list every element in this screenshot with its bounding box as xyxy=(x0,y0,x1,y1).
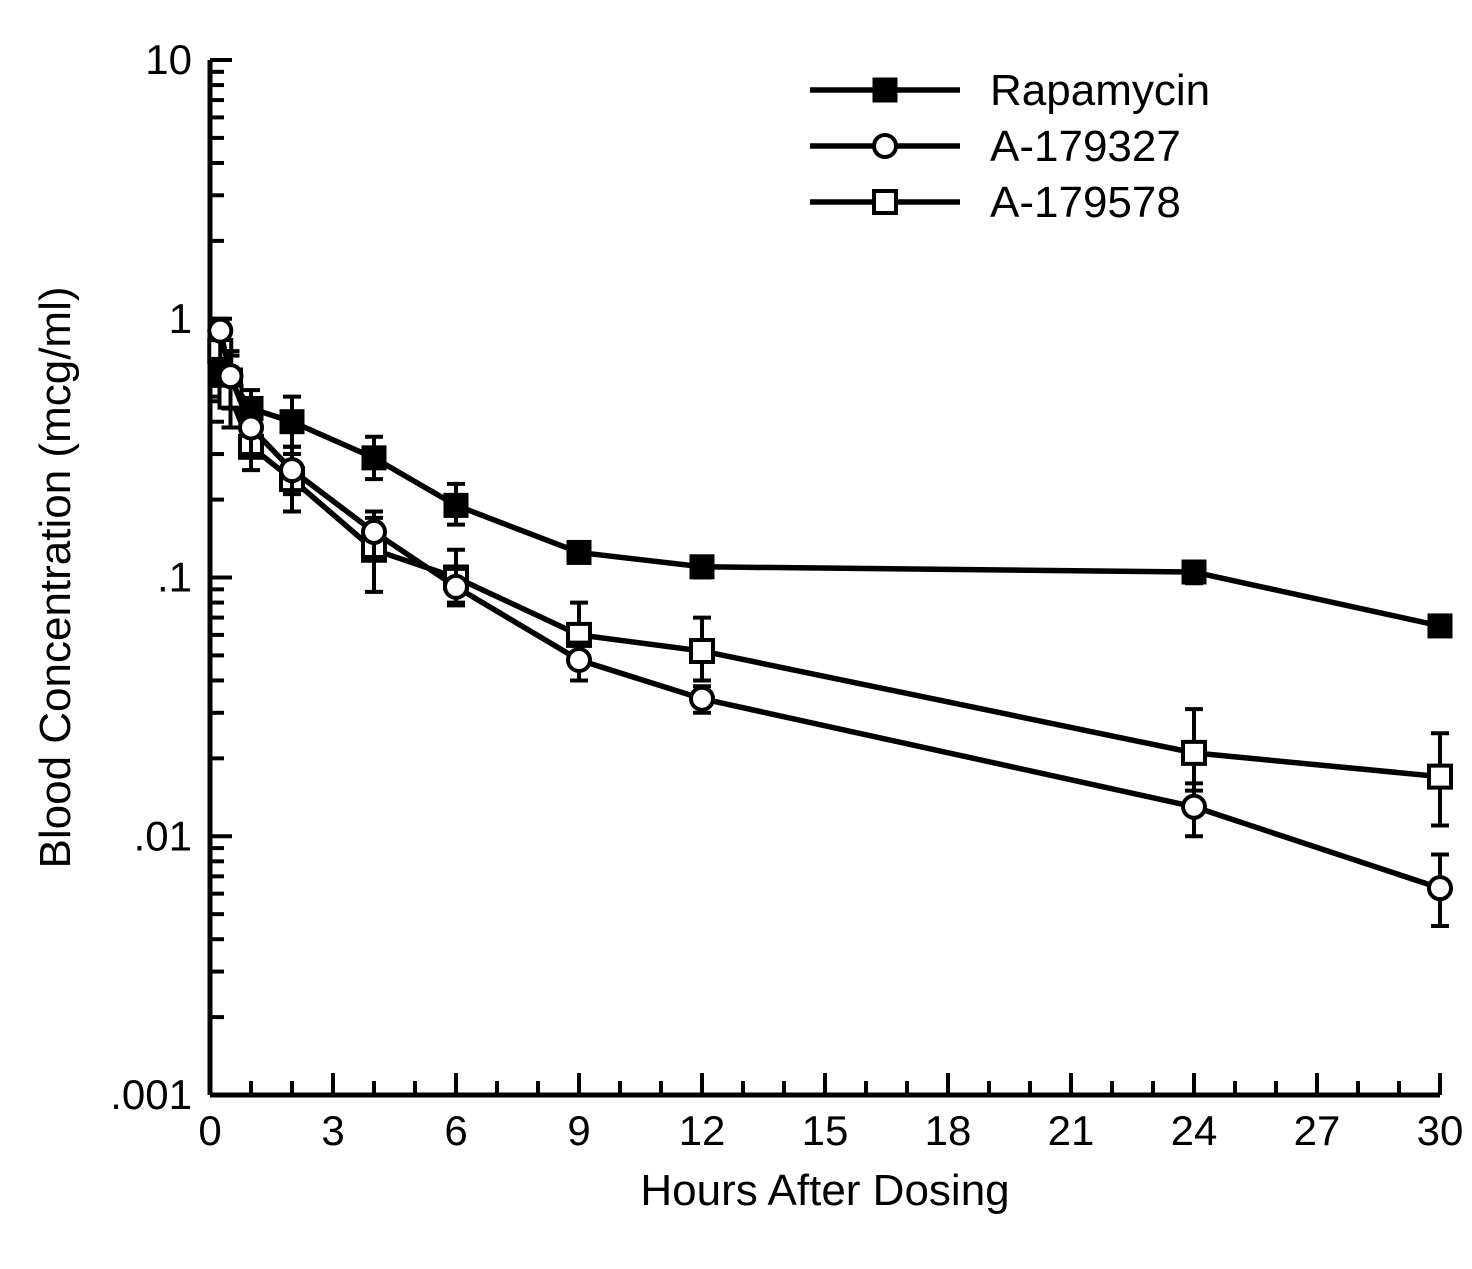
svg-text:Hours After Dosing: Hours After Dosing xyxy=(640,1166,1009,1215)
svg-text:18: 18 xyxy=(925,1107,972,1154)
pk-chart: 0 3 6 9 12 15 18 21 24 27 30 Hours After Dosing .001… xyxy=(0,0,1472,1269)
svg-text:30: 30 xyxy=(1417,1107,1464,1154)
svg-text:Rapamycin: Rapamycin xyxy=(990,66,1210,115)
svg-text:.1: .1 xyxy=(157,554,192,601)
svg-text:.001: .001 xyxy=(110,1071,192,1118)
svg-text:24: 24 xyxy=(1171,1107,1218,1154)
svg-text:A-179578: A-179578 xyxy=(990,178,1181,227)
svg-text:1: 1 xyxy=(169,295,192,342)
svg-text:.01: .01 xyxy=(134,812,192,859)
svg-text:21: 21 xyxy=(1048,1107,1095,1154)
svg-text:A-179327: A-179327 xyxy=(990,122,1181,171)
svg-text:0: 0 xyxy=(198,1107,221,1154)
svg-text:3: 3 xyxy=(321,1107,344,1154)
svg-text:12: 12 xyxy=(679,1107,726,1154)
svg-text:15: 15 xyxy=(802,1107,849,1154)
svg-text:10: 10 xyxy=(145,36,192,83)
legend: Rapamycin A-179327 A-179578 xyxy=(810,66,1210,227)
svg-text:Blood Concentration (mcg/ml): Blood Concentration (mcg/ml) xyxy=(31,286,80,868)
chart-svg: 0 3 6 9 12 15 18 21 24 27 30 Hours After Dosing .001… xyxy=(0,0,1472,1269)
svg-text:27: 27 xyxy=(1294,1107,1341,1154)
svg-text:9: 9 xyxy=(567,1107,590,1154)
svg-text:6: 6 xyxy=(444,1107,467,1154)
